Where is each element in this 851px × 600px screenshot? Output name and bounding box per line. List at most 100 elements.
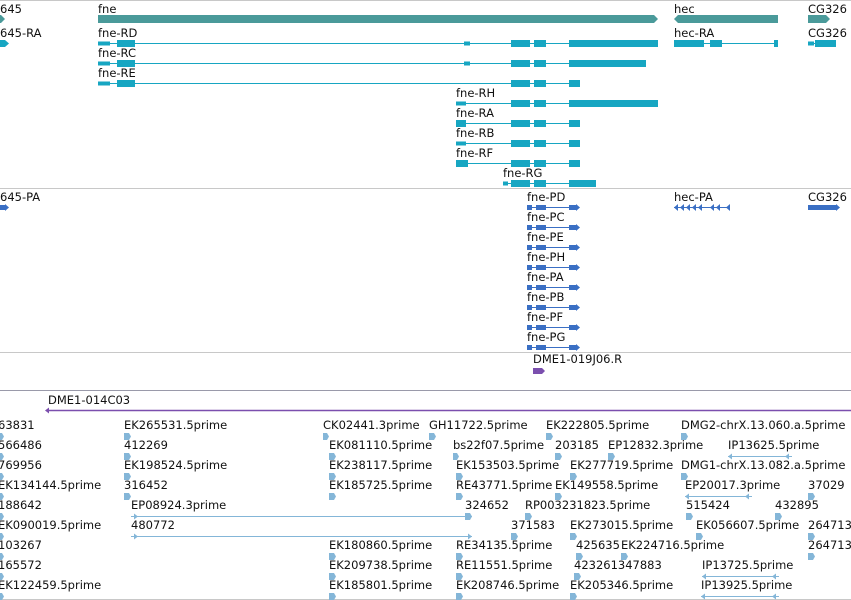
est-316452[interactable]: 316452 (124, 478, 168, 500)
direction-arrow (5, 40, 9, 47)
est-ek090019-5prime[interactable]: EK090019.5prime (0, 518, 101, 540)
est-412269[interactable]: 412269 (124, 438, 168, 460)
protein-fne-pd[interactable]: fne-PD (527, 190, 580, 211)
est-ek265531-5prime[interactable]: EK265531.5prime (124, 418, 227, 440)
transcript-fne-rd[interactable]: fne-RD (98, 26, 658, 47)
est-37029[interactable]: 37029 (808, 478, 845, 500)
est-103267[interactable]: 103267 (0, 538, 42, 560)
est-264713[interactable]: 264713 (808, 518, 851, 540)
rnai-dme1-019j06-r[interactable]: DME1-019J06.R (533, 352, 622, 374)
protein-fne-pf[interactable]: fne-PF (527, 310, 580, 331)
est-re34135-5prime[interactable]: RE34135.5prime (456, 538, 552, 560)
protein-segment (716, 204, 720, 211)
est-dmg2-chrx-13-060-a-5prime[interactable]: DMG2-chrX.13.060.a.5prime (681, 418, 845, 440)
est-ek180860-5prime[interactable]: EK180860.5prime (329, 538, 432, 560)
est-ip13725-5prime[interactable]: IP13725.5prime (702, 558, 793, 580)
est-ek122459-5prime[interactable]: EK122459.5prime (0, 578, 101, 600)
est-label: RE11551.5prime (456, 558, 552, 572)
gene-cg326[interactable]: CG326 (808, 2, 847, 23)
exon (511, 60, 530, 67)
protein-fne-pa[interactable]: fne-PA (527, 270, 580, 291)
transcript-cg326[interactable]: CG326 (808, 26, 847, 47)
est-ek224716-5prime[interactable]: EK224716.5prime (621, 538, 724, 560)
est-ek198524-5prime[interactable]: EK198524.5prime (124, 458, 227, 480)
est-423261347883[interactable]: 423261347883 (574, 558, 662, 580)
est-feature (453, 453, 459, 460)
protein-645-pa[interactable]: 645-PA (0, 190, 40, 211)
est-ck02441-3prime[interactable]: CK02441.3prime (323, 418, 420, 440)
protein-segment (726, 204, 730, 211)
gene-bar[interactable] (98, 15, 658, 23)
est-dmg1-chrx-13-082-a-5prime[interactable]: DMG1-chrX.13.082.a.5prime (681, 458, 845, 480)
transcript-fne-rb[interactable]: fne-RB (456, 126, 580, 147)
est-480772[interactable]: 480772 (131, 518, 472, 540)
gene-bar[interactable] (0, 15, 5, 23)
est-ep20017-3prime[interactable]: EP20017.3prime (685, 478, 780, 500)
transcript-fne-rh[interactable]: fne-RH (456, 86, 658, 107)
est-425635[interactable]: 425635 (576, 538, 620, 560)
est-63831[interactable]: 63831 (0, 418, 35, 440)
protein-segment (698, 204, 702, 211)
est-ek209738-5prime[interactable]: EK209738.5prime (329, 558, 432, 580)
gene-bar[interactable] (808, 15, 830, 23)
est-re43771-5prime[interactable]: RE43771.5prime (456, 478, 552, 500)
est-203185[interactable]: 203185 (555, 438, 599, 460)
transcript-label: fne-RH (456, 86, 495, 100)
protein-fne-pc[interactable]: fne-PC (527, 210, 580, 231)
est-ip13625-5prime[interactable]: IP13625.5prime (728, 438, 819, 460)
est-bs22f07-5prime[interactable]: bs22f07.5prime (453, 438, 544, 460)
est-ep08924-3prime[interactable]: EP08924.3prime (131, 498, 472, 520)
protein-hec-pa[interactable]: hec-PA (674, 190, 730, 211)
est-rp003231823-5prime[interactable]: RP003231823.5prime (525, 498, 650, 520)
est-ek134144-5prime[interactable]: EK134144.5prime (0, 478, 101, 500)
gene-fne[interactable]: fne (98, 2, 658, 23)
transcript-fne-rc[interactable]: fne-RC (98, 46, 646, 67)
est-ek056607-5prime[interactable]: EK056607.5prime (696, 518, 799, 540)
est-label: 423261347883 (574, 558, 662, 572)
est-188642[interactable]: 188642 (0, 498, 42, 520)
protein-fne-pb[interactable]: fne-PB (527, 290, 580, 311)
est-ek208746-5prime[interactable]: EK208746.5prime (456, 578, 559, 600)
est-371583[interactable]: 371583 (511, 518, 555, 540)
transcript-fne-re[interactable]: fne-RE (98, 66, 580, 87)
gene-bar[interactable] (674, 15, 778, 23)
clone-dme1-014c03[interactable]: DME1-014C03 (45, 393, 851, 414)
transcript-hec-ra[interactable]: hec-RA (674, 26, 778, 47)
est-264713[interactable]: 264713 (808, 538, 851, 560)
est-ep12832-3prime[interactable]: EP12832.3prime (608, 438, 703, 460)
protein-fne-pg[interactable]: fne-PG (527, 330, 580, 351)
est-ek277719-5prime[interactable]: EK277719.5prime (570, 458, 673, 480)
est-ek185801-5prime[interactable]: EK185801.5prime (329, 578, 432, 600)
est-re11551-5prime[interactable]: RE11551.5prime (456, 558, 552, 580)
est-ip13925-5prime[interactable]: IP13925.5prime (701, 578, 792, 600)
transcript-fne-ra[interactable]: fne-RA (456, 106, 580, 127)
protein-fne-pe[interactable]: fne-PE (527, 230, 580, 251)
transcript-645-ra[interactable]: 645-RA (0, 26, 42, 47)
est-769956[interactable]: 769956 (0, 458, 42, 480)
protein-segment (536, 325, 546, 330)
est-ek222805-5prime[interactable]: EK222805.5prime (546, 418, 649, 440)
est-566486[interactable]: 566486 (0, 438, 42, 460)
est-ek153503-5prime[interactable]: EK153503.5prime (456, 458, 559, 480)
est-432895[interactable]: 432895 (775, 498, 819, 520)
transcript-fne-rg[interactable]: fne-RG (503, 166, 596, 187)
est-ek238117-5prime[interactable]: EK238117.5prime (329, 458, 432, 480)
est-ek205346-5prime[interactable]: EK205346.5prime (570, 578, 673, 600)
est-515424[interactable]: 515424 (686, 498, 730, 520)
est-324652[interactable]: 324652 (465, 498, 509, 520)
transcript-fne-rf[interactable]: fne-RF (456, 146, 580, 167)
est-ek081110-5prime[interactable]: EK081110.5prime (329, 438, 432, 460)
est-ek273015-5prime[interactable]: EK273015.5prime (570, 518, 673, 540)
gene-hec[interactable]: hec (674, 2, 778, 23)
est-165572[interactable]: 165572 (0, 558, 42, 580)
est-ek149558-5prime[interactable]: EK149558.5prime (555, 478, 658, 500)
exon (774, 40, 778, 47)
protein-fne-ph[interactable]: fne-PH (527, 250, 580, 271)
est-ek185725-5prime[interactable]: EK185725.5prime (329, 478, 432, 500)
protein-cg326[interactable]: CG326 (808, 190, 847, 211)
est-feature (329, 473, 336, 480)
gene-645[interactable]: 645 (0, 2, 22, 23)
est-gh11722-5prime[interactable]: GH11722.5prime (429, 418, 528, 440)
